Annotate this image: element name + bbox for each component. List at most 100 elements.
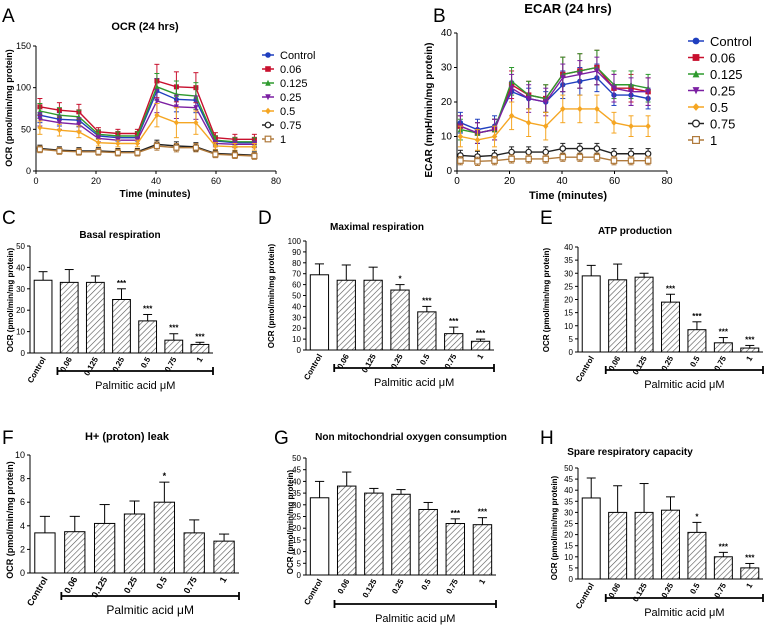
x-category-label: 0.06 — [336, 577, 352, 595]
legend-marker — [265, 66, 271, 72]
data-point — [491, 157, 498, 164]
x-category-label: Control — [302, 578, 324, 607]
y-tick-label: 20 — [292, 524, 301, 533]
data-point — [594, 105, 600, 113]
data-point — [154, 112, 160, 119]
bar-0.5 — [687, 531, 707, 580]
y-tick-label: 20 — [292, 324, 301, 333]
significance-marker: *** — [169, 324, 179, 333]
bar-0.5 — [687, 329, 707, 353]
data-point — [232, 143, 238, 150]
bar-0.125 — [363, 279, 383, 351]
x-tick-label: 0 — [454, 176, 460, 187]
legend-entry-0.125: 0.125 — [280, 78, 308, 90]
data-point — [76, 128, 82, 135]
series-0.06 — [37, 63, 257, 145]
bar-0.25 — [123, 513, 146, 574]
legend-entry-0.06: 0.06 — [710, 51, 735, 66]
x-category-label: 1 — [744, 354, 754, 363]
bar-Control — [309, 274, 330, 351]
bar-0.125 — [364, 492, 384, 576]
data-point — [576, 153, 584, 161]
y-tick-label: 2 — [20, 544, 25, 554]
legend-marker — [691, 119, 700, 128]
bar-0.75 — [445, 523, 466, 576]
x-tick-label: 40 — [151, 176, 161, 186]
significance-marker: *** — [117, 279, 127, 288]
series-line — [460, 77, 649, 131]
series-0.125 — [457, 49, 651, 144]
y-tick-label: 70 — [292, 270, 301, 279]
data-point — [645, 88, 651, 95]
x-category-label: 0.5 — [688, 354, 702, 369]
y-tick-label: 40 — [564, 486, 573, 495]
data-point — [525, 119, 532, 126]
panel-h-plot: 0 5 10 15 20 25 30 35 40 45 50 Control 0.06 0.125 0.25… — [564, 464, 764, 619]
data-point — [251, 143, 257, 150]
legend-marker — [692, 54, 700, 61]
series-line — [460, 147, 649, 158]
x-category-label: 0.25 — [660, 581, 676, 599]
data-point — [134, 149, 141, 156]
data-point — [525, 148, 532, 156]
panel-d-title: Maximal respiration — [330, 222, 424, 233]
data-point — [593, 145, 601, 152]
group-label: Palmitic acid μM — [106, 603, 194, 617]
x-category-label: 0.06 — [62, 575, 79, 595]
data-point — [231, 152, 238, 159]
bar-0.75 — [164, 339, 184, 354]
legend-marker — [264, 121, 272, 129]
legend-entry-1: 1 — [710, 133, 717, 148]
data-point — [154, 83, 160, 90]
x-tick-label: 60 — [609, 176, 621, 187]
y-tick-label: 40 — [292, 302, 301, 311]
y-tick-label: 20 — [564, 531, 573, 540]
bar-0.25 — [391, 493, 411, 576]
series-Control — [457, 63, 651, 141]
legend-entry-0.25: 0.25 — [710, 84, 735, 99]
data-point — [644, 157, 652, 164]
significance-marker: *** — [143, 304, 153, 313]
x-tick-label: 20 — [91, 176, 101, 186]
y-tick-label: 10 — [15, 450, 25, 460]
panel-f: F H+ (proton) leak OCR (pmol/min/mg prot… — [2, 428, 240, 617]
panel-g-title: Non mitochondrial oxygen consumption — [315, 432, 507, 443]
series-0.75 — [457, 142, 652, 163]
significance-marker: *** — [422, 296, 432, 305]
y-tick-label: 0 — [21, 349, 26, 358]
x-category-label: 0.06 — [607, 581, 623, 599]
x-category-label: 0.75 — [182, 575, 199, 595]
data-point — [525, 155, 532, 163]
bar-0.5 — [153, 501, 176, 574]
y-tick-label: 50 — [16, 242, 25, 251]
panel-g-y-axis-title: OCR (pmol/min/mg protein) — [286, 469, 295, 574]
data-point — [610, 157, 618, 164]
data-point — [559, 153, 567, 161]
legend-marker — [692, 103, 700, 111]
bar-0.06 — [336, 485, 357, 576]
x-category-label: 0.5 — [154, 575, 169, 591]
significance-marker: *** — [745, 335, 755, 344]
bar-1 — [740, 567, 760, 580]
series-0.25 — [457, 56, 651, 144]
y-tick-label: 20 — [564, 296, 573, 305]
data-point — [193, 105, 199, 111]
legend-marker — [692, 37, 700, 45]
y-tick-label: 15 — [564, 309, 573, 318]
panel-b-label: B — [433, 6, 446, 27]
data-point — [457, 157, 464, 164]
bar-0.06 — [59, 281, 79, 354]
y-tick-label: 0 — [446, 166, 452, 177]
y-tick-label: 20 — [16, 306, 25, 315]
panel-g-plot: 0 5 10 15 20 25 30 35 40 45 50 Control 0.06 0.125 0.25… — [292, 454, 497, 625]
bar-0.06 — [608, 279, 628, 353]
bar-Control — [581, 497, 601, 580]
y-tick-label: 30 — [292, 501, 301, 510]
y-tick-label: 10 — [292, 548, 301, 557]
x-category-label: 0.5 — [688, 581, 702, 596]
data-point — [508, 112, 515, 119]
panel-b-plot: 0 20 40 60 80 0 10 20 30 40 — [441, 28, 673, 187]
bar-0.25 — [112, 299, 131, 354]
data-point — [645, 122, 651, 130]
data-point — [193, 119, 199, 126]
